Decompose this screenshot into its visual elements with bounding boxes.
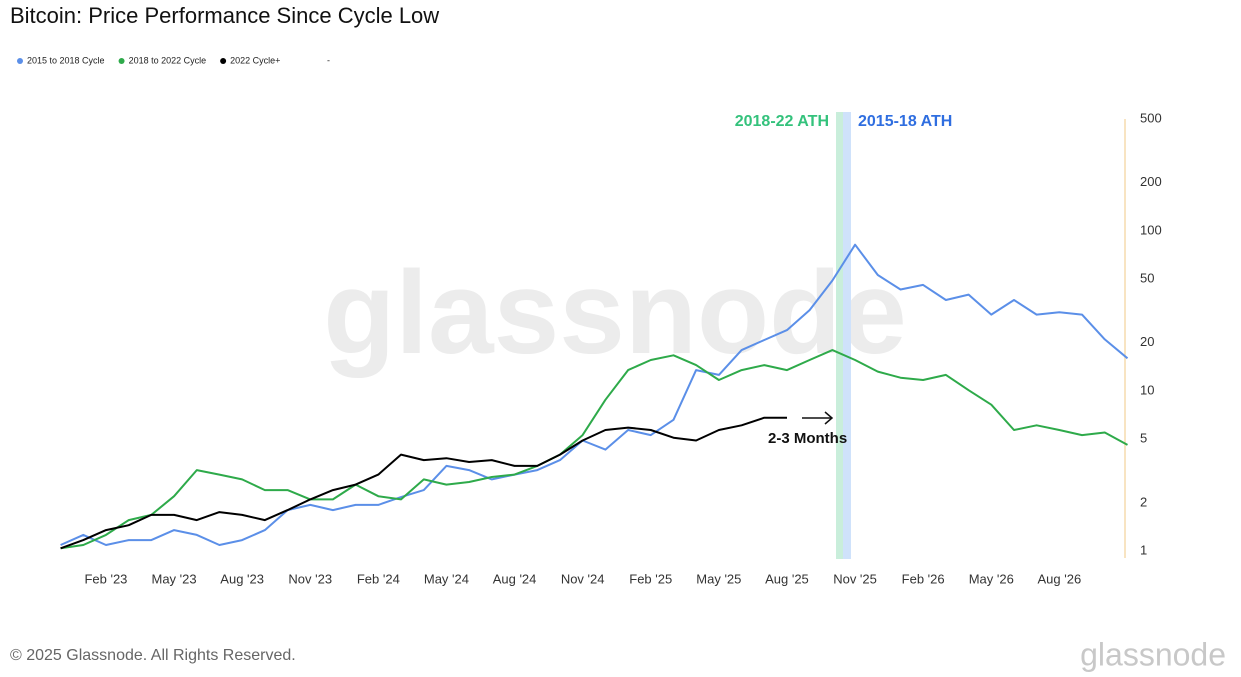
x-tick-label: Feb '26 (902, 571, 945, 586)
y-tick-label: 100 (1140, 222, 1162, 237)
x-tick-label: May '24 (424, 571, 469, 586)
x-tick-label: Nov '25 (833, 571, 877, 586)
y-tick-label: 500 (1140, 110, 1162, 125)
annotation: 2015-18 ATH (858, 113, 952, 130)
y-tick-label: 20 (1140, 334, 1154, 349)
x-tick-label: Nov '23 (288, 571, 332, 586)
watermark: glassnode (323, 247, 907, 379)
x-tick-label: Feb '25 (629, 571, 672, 586)
y-tick-label: 1 (1140, 542, 1147, 557)
ath-band (843, 112, 851, 559)
y-tick-label: 2 (1140, 494, 1147, 509)
legend-marker (118, 58, 125, 64)
chart-title: Bitcoin: Price Performance Since Cycle L… (10, 3, 439, 28)
annotation: 2-3 Months (768, 430, 847, 447)
x-tick-label: Aug '26 (1038, 571, 1082, 586)
legend-text: 2022 Cycle+ (230, 55, 280, 65)
annotation: 2018-22 ATH (735, 113, 829, 130)
legend-text: - (327, 55, 330, 65)
x-tick-label: Aug '25 (765, 571, 809, 586)
series-line (60, 243, 1129, 546)
y-tick-label: 10 (1140, 382, 1154, 397)
y-tick-label: 50 (1140, 270, 1154, 285)
x-tick-label: Aug '24 (493, 571, 537, 586)
x-tick-label: Nov '24 (561, 571, 605, 586)
x-tick-label: Feb '23 (84, 571, 127, 586)
series-line (60, 349, 1128, 550)
arrow-head (824, 411, 834, 425)
y-tick-label: 200 (1140, 174, 1162, 189)
series-line (60, 416, 787, 550)
legend-text: 2015 to 2018 Cycle (27, 55, 105, 65)
x-tick-label: Feb '24 (357, 571, 400, 586)
legend-marker (220, 58, 227, 64)
y-tick-label: 5 (1140, 431, 1147, 446)
x-tick-label: May '26 (969, 571, 1014, 586)
legend-marker (17, 58, 23, 64)
x-tick-label: Aug '23 (220, 571, 264, 586)
footer: © 2025 Glassnode. All Rights Reserved. (10, 647, 296, 664)
logo: glassnode (1080, 636, 1226, 672)
x-tick-label: May '25 (696, 571, 741, 586)
x-tick-label: May '23 (151, 571, 196, 586)
ath-band (836, 112, 843, 559)
legend-text: 2018 to 2022 Cycle (129, 55, 207, 65)
